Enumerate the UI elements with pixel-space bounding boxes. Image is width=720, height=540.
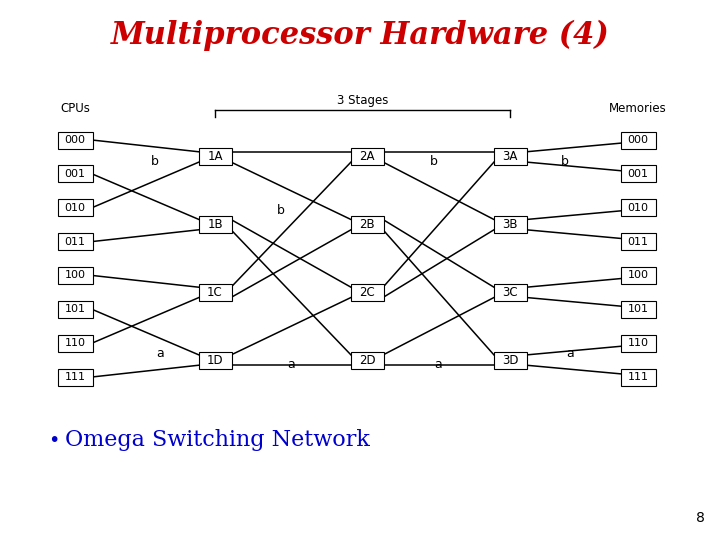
Text: b: b bbox=[151, 155, 159, 168]
FancyBboxPatch shape bbox=[199, 148, 232, 165]
Text: 000: 000 bbox=[65, 135, 86, 145]
Text: 2D: 2D bbox=[359, 354, 375, 367]
FancyBboxPatch shape bbox=[621, 199, 655, 216]
FancyBboxPatch shape bbox=[199, 352, 232, 369]
Text: 111: 111 bbox=[628, 372, 649, 382]
FancyBboxPatch shape bbox=[621, 233, 655, 250]
Text: a: a bbox=[566, 347, 574, 360]
Text: 3 Stages: 3 Stages bbox=[337, 94, 388, 107]
Text: 2C: 2C bbox=[359, 286, 375, 299]
FancyBboxPatch shape bbox=[351, 216, 384, 233]
Text: 000: 000 bbox=[628, 135, 649, 145]
FancyBboxPatch shape bbox=[621, 165, 655, 183]
Text: 001: 001 bbox=[628, 169, 649, 179]
FancyBboxPatch shape bbox=[493, 148, 526, 165]
Text: 101: 101 bbox=[65, 304, 86, 314]
Text: 3D: 3D bbox=[502, 354, 518, 367]
FancyBboxPatch shape bbox=[621, 132, 655, 148]
FancyBboxPatch shape bbox=[493, 216, 526, 233]
Text: •: • bbox=[48, 430, 59, 449]
Text: 8: 8 bbox=[696, 511, 704, 525]
Text: a: a bbox=[156, 347, 164, 360]
Text: 1D: 1D bbox=[207, 354, 223, 367]
Text: a: a bbox=[435, 358, 442, 371]
FancyBboxPatch shape bbox=[621, 335, 655, 352]
FancyBboxPatch shape bbox=[199, 216, 232, 233]
FancyBboxPatch shape bbox=[58, 233, 92, 250]
FancyBboxPatch shape bbox=[493, 284, 526, 301]
FancyBboxPatch shape bbox=[621, 368, 655, 386]
Text: 101: 101 bbox=[628, 304, 649, 314]
FancyBboxPatch shape bbox=[351, 352, 384, 369]
Text: 001: 001 bbox=[65, 169, 86, 179]
Text: Multiprocessor Hardware (4): Multiprocessor Hardware (4) bbox=[111, 19, 609, 51]
Text: b: b bbox=[430, 155, 438, 168]
Text: 110: 110 bbox=[65, 338, 86, 348]
Text: 011: 011 bbox=[628, 237, 649, 247]
Text: 2B: 2B bbox=[359, 218, 375, 231]
FancyBboxPatch shape bbox=[493, 352, 526, 369]
FancyBboxPatch shape bbox=[351, 148, 384, 165]
Text: 1B: 1B bbox=[207, 218, 222, 231]
Text: CPUs: CPUs bbox=[60, 102, 90, 115]
FancyBboxPatch shape bbox=[58, 335, 92, 352]
FancyBboxPatch shape bbox=[58, 267, 92, 284]
Text: 010: 010 bbox=[65, 202, 86, 213]
Text: 1A: 1A bbox=[207, 151, 222, 164]
Text: a: a bbox=[287, 358, 295, 371]
FancyBboxPatch shape bbox=[621, 267, 655, 284]
Text: Memories: Memories bbox=[609, 102, 667, 115]
Text: 3A: 3A bbox=[503, 151, 518, 164]
FancyBboxPatch shape bbox=[58, 132, 92, 148]
FancyBboxPatch shape bbox=[58, 301, 92, 318]
Text: b: b bbox=[561, 155, 569, 168]
FancyBboxPatch shape bbox=[58, 368, 92, 386]
Text: 010: 010 bbox=[628, 202, 649, 213]
FancyBboxPatch shape bbox=[58, 165, 92, 183]
Text: 3B: 3B bbox=[503, 218, 518, 231]
Text: b: b bbox=[277, 204, 285, 217]
Text: 3C: 3C bbox=[502, 286, 518, 299]
FancyBboxPatch shape bbox=[58, 199, 92, 216]
Text: 111: 111 bbox=[65, 372, 86, 382]
FancyBboxPatch shape bbox=[199, 284, 232, 301]
Text: 2A: 2A bbox=[359, 151, 374, 164]
Text: 1C: 1C bbox=[207, 286, 223, 299]
Text: 100: 100 bbox=[65, 271, 86, 280]
Text: 110: 110 bbox=[628, 338, 649, 348]
Text: 011: 011 bbox=[65, 237, 86, 247]
FancyBboxPatch shape bbox=[621, 301, 655, 318]
FancyBboxPatch shape bbox=[351, 284, 384, 301]
Text: Omega Switching Network: Omega Switching Network bbox=[65, 429, 370, 451]
Text: 100: 100 bbox=[628, 271, 649, 280]
